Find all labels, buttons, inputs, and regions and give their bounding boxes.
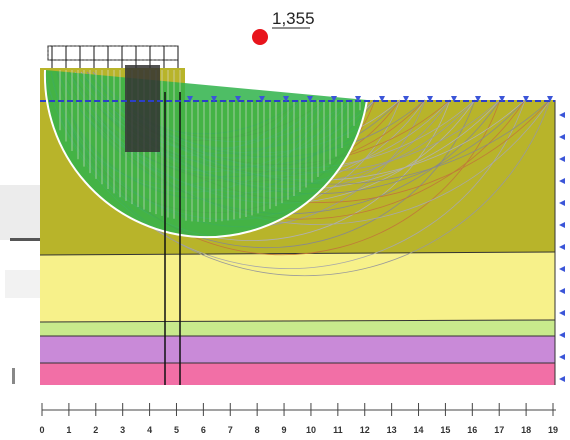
ruler-tick-label: 3 (120, 425, 125, 435)
ruler-tick-label: 11 (333, 425, 343, 435)
slope-model-screenshot: 1,355 012345678910111213141516171819 (0, 0, 570, 440)
ruler-tick-label: 1 (66, 425, 71, 435)
ruler-tick-label: 2 (93, 425, 98, 435)
side-arrow (559, 222, 565, 228)
factor-of-safety: 1,355 (272, 9, 315, 28)
side-arrow (559, 354, 565, 360)
soil-layer-4 (40, 336, 555, 363)
side-arrow (559, 156, 565, 162)
ruler-tick-label: 19 (548, 425, 558, 435)
artifact (12, 368, 15, 384)
ruler-tick-label: 15 (440, 425, 450, 435)
side-arrow (559, 288, 565, 294)
ruler-tick-label: 13 (387, 425, 397, 435)
side-arrow (559, 310, 565, 316)
ruler-tick-label: 9 (282, 425, 287, 435)
ruler-tick-label: 8 (255, 425, 260, 435)
ruler-tick-label: 5 (174, 425, 179, 435)
ruler-tick-label: 6 (201, 425, 206, 435)
surcharge-load (48, 46, 178, 60)
side-arrow (559, 134, 565, 140)
soil-layer-2 (40, 252, 555, 322)
side-arrow (559, 200, 565, 206)
ruler-tick-label: 10 (306, 425, 316, 435)
side-arrow (559, 244, 565, 250)
ruler-tick-label: 4 (147, 425, 152, 435)
side-arrow (559, 266, 565, 272)
ruler-tick-label: 14 (414, 425, 424, 435)
ruler-tick-label: 16 (467, 425, 477, 435)
side-arrow (559, 112, 565, 118)
soil-layer-3 (40, 320, 555, 336)
ruler-tick-label: 7 (228, 425, 233, 435)
structure (125, 65, 160, 152)
ruler-tick-label: 0 (39, 425, 44, 435)
artifact (0, 185, 40, 240)
side-arrow (559, 376, 565, 382)
ruler-tick-label: 12 (360, 425, 370, 435)
slip-center (252, 29, 268, 45)
artifact (5, 270, 40, 298)
side-arrow (559, 178, 565, 184)
artifact (10, 238, 40, 241)
side-arrow (559, 332, 565, 338)
ruler-tick-label: 17 (494, 425, 504, 435)
soil-layer-5 (40, 363, 555, 385)
ruler-tick-label: 18 (521, 425, 531, 435)
